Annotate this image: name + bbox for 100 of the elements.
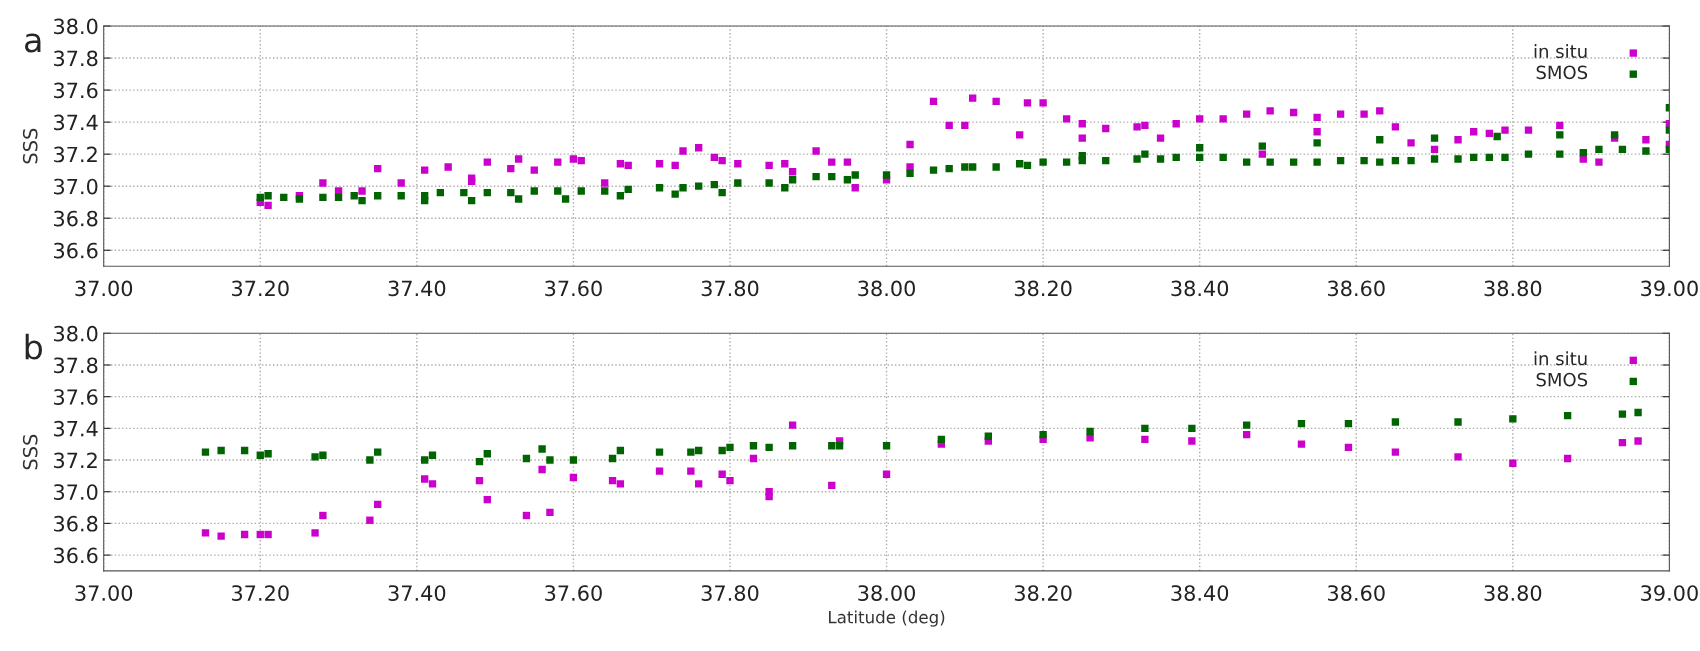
point — [420, 475, 429, 483]
point — [616, 480, 625, 488]
point — [1086, 427, 1094, 436]
x-axis-title: Latitude (deg) — [829, 610, 945, 627]
point — [694, 480, 703, 488]
legend-label: in situ — [1534, 351, 1587, 366]
point — [1344, 443, 1353, 452]
y-tick-label: 36.8 — [54, 210, 98, 227]
point — [569, 456, 578, 464]
y-tick-label: 37.2 — [54, 452, 97, 469]
point — [616, 446, 625, 455]
point — [1563, 412, 1572, 420]
point — [264, 530, 272, 539]
point — [1141, 424, 1149, 433]
legend-label: SMOS — [1536, 372, 1588, 387]
x-tick-label: 37.40 — [388, 585, 446, 601]
point — [1391, 418, 1400, 426]
point — [788, 442, 797, 450]
chart-title: b — [25, 333, 42, 360]
point — [835, 442, 844, 450]
point — [217, 532, 225, 540]
point — [828, 442, 836, 450]
point — [788, 421, 797, 429]
x-tick-label: 37.20 — [232, 585, 289, 601]
point — [694, 446, 703, 455]
point — [1039, 431, 1047, 439]
point — [240, 446, 249, 455]
x-tick-label: 38.80 — [1484, 280, 1542, 297]
x-tick-label: 38.60 — [1328, 585, 1385, 601]
point — [655, 467, 664, 475]
point — [1563, 454, 1572, 463]
point — [1188, 437, 1196, 445]
y-tick-label: 37.4 — [54, 420, 98, 437]
point — [374, 448, 382, 456]
point — [420, 456, 429, 464]
x-tick-label: 38.20 — [1014, 280, 1072, 297]
y-tick-label: 37.0 — [54, 484, 98, 500]
point — [1454, 453, 1462, 461]
point — [311, 529, 319, 537]
point — [256, 451, 264, 459]
point — [726, 443, 734, 452]
x-tick-label: 37.60 — [545, 280, 602, 297]
point — [984, 432, 992, 440]
point — [718, 470, 726, 478]
point — [569, 473, 578, 482]
point — [201, 448, 210, 456]
y-tick-label: 38.0 — [54, 325, 98, 342]
point — [882, 442, 891, 450]
point — [366, 456, 374, 464]
y-tick-label: 36.8 — [54, 515, 98, 532]
point — [1242, 421, 1251, 429]
point — [937, 435, 946, 444]
point — [428, 480, 437, 488]
point — [1634, 408, 1642, 417]
point — [1618, 410, 1627, 418]
y-tick-label: 37.2 — [54, 146, 97, 163]
x-tick-label: 38.00 — [858, 280, 915, 297]
point — [749, 442, 758, 450]
point — [1344, 419, 1353, 428]
point — [1391, 448, 1400, 456]
x-tick-label: 37.80 — [701, 585, 759, 601]
point — [546, 508, 554, 516]
point — [828, 481, 836, 490]
point — [475, 457, 484, 466]
x-tick-label: 38.40 — [1171, 585, 1229, 601]
point — [608, 476, 617, 485]
point — [1509, 459, 1517, 467]
point — [311, 453, 319, 461]
point — [240, 530, 249, 539]
point — [749, 454, 758, 463]
point — [475, 476, 484, 485]
point — [726, 476, 734, 485]
y-axis-title: SSS — [22, 434, 38, 470]
y-axis-title: SSS — [22, 128, 38, 164]
y-tick-label: 38.0 — [54, 18, 98, 35]
point — [256, 530, 264, 539]
point — [366, 516, 374, 524]
point — [1297, 419, 1306, 428]
x-tick-label: 37.00 — [75, 280, 133, 297]
y-tick-label: 37.6 — [54, 82, 98, 99]
x-tick-label: 38.00 — [858, 585, 915, 601]
point — [538, 465, 546, 474]
x-tick-label: 37.80 — [701, 280, 759, 297]
y-tick-label: 37.0 — [54, 178, 98, 195]
point — [1297, 440, 1306, 448]
point — [1141, 435, 1149, 444]
point — [319, 511, 327, 520]
x-tick-label: 37.40 — [388, 280, 446, 297]
point — [522, 511, 531, 520]
point — [1242, 431, 1251, 439]
x-tick-label: 37.20 — [232, 280, 289, 297]
point — [1509, 415, 1517, 423]
point — [201, 529, 210, 537]
point — [765, 443, 773, 452]
point — [319, 451, 327, 459]
x-tick-label: 39.00 — [1641, 585, 1698, 601]
point — [1188, 424, 1196, 433]
point — [538, 445, 546, 453]
y-tick-label: 36.6 — [54, 547, 98, 564]
point — [546, 456, 554, 464]
